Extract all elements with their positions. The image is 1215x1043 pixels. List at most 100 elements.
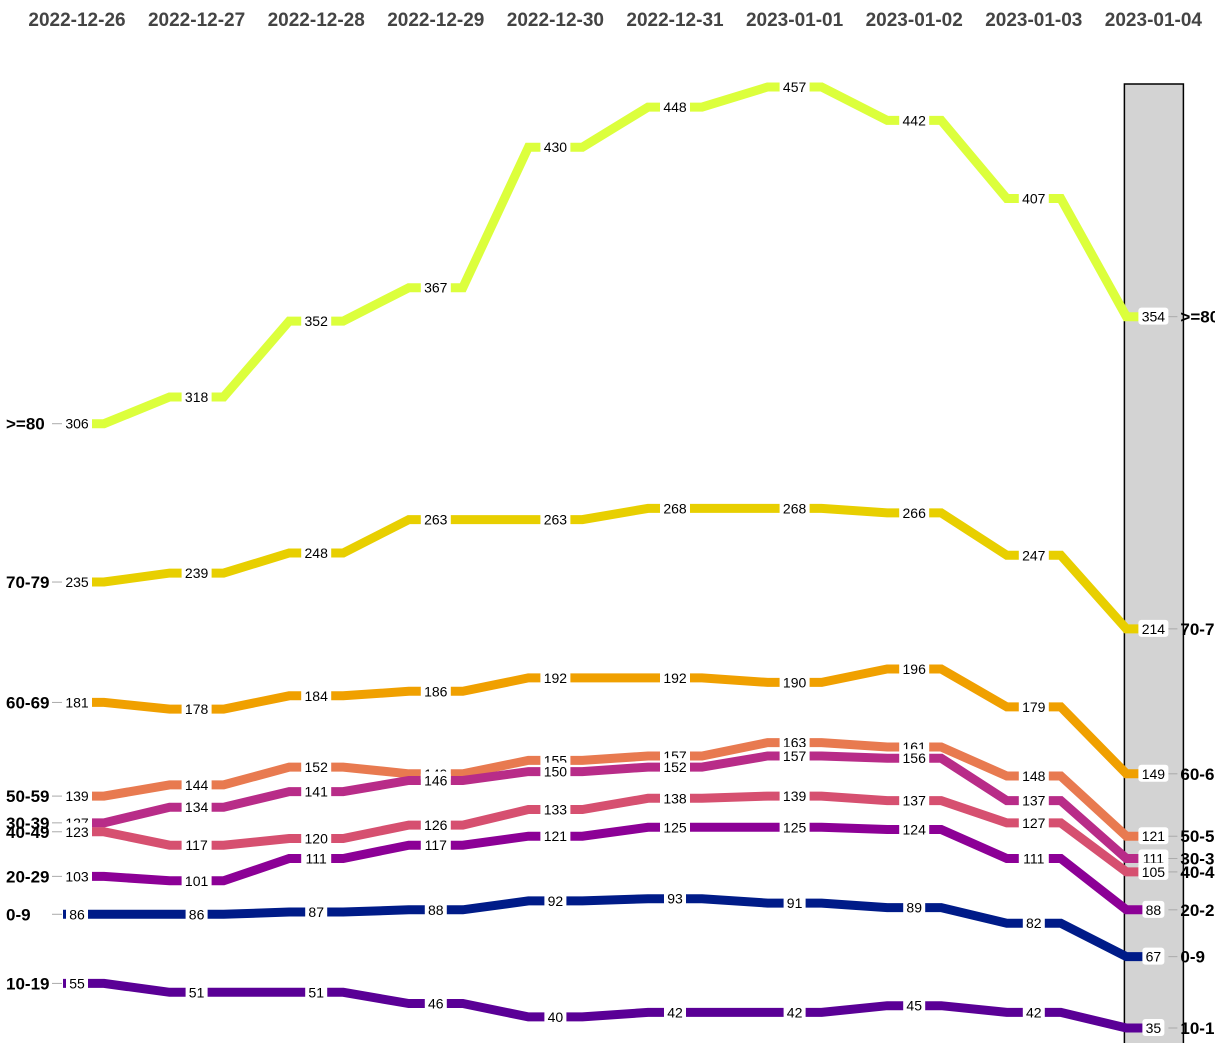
value-label-bg	[305, 903, 328, 921]
value-label: 117	[185, 837, 208, 853]
value-label-bg	[899, 659, 930, 677]
value-label-bg	[899, 111, 930, 129]
date-tick-label: 2023-01-03	[985, 10, 1082, 31]
value-label: 125	[663, 819, 687, 835]
value-label: 138	[663, 790, 687, 806]
value-label: 186	[424, 683, 448, 699]
value-label-bg	[779, 673, 810, 691]
value-label: 88	[428, 902, 444, 918]
value-label: 137	[1022, 793, 1046, 809]
value-label: 67	[1146, 949, 1162, 965]
value-label-bg	[424, 994, 447, 1012]
date-tick-label: 2022-12-30	[507, 10, 604, 31]
value-label-bg	[1142, 900, 1165, 918]
value-label-bg	[1018, 189, 1049, 207]
value-label: 93	[667, 891, 683, 907]
value-label: 45	[906, 998, 922, 1014]
value-label-bg	[783, 1003, 806, 1021]
value-label-bg	[305, 983, 328, 1001]
series-line-4049	[63, 791, 1154, 877]
value-label: 111	[306, 851, 327, 867]
value-label-bg	[660, 98, 690, 116]
value-label-bg	[420, 816, 451, 834]
value-label-bg	[181, 564, 212, 582]
value-label: 126	[424, 817, 448, 833]
date-tick-label: 2023-01-04	[1105, 10, 1203, 31]
value-label: 263	[544, 512, 568, 528]
value-label: 87	[308, 904, 324, 920]
value-label-bg	[181, 871, 212, 889]
value-label: 266	[903, 505, 927, 521]
value-labels: 306 318 352 367 430 448 457 442 407 354 235 239 248 2…	[62, 78, 1169, 1036]
date-tick-label: 2022-12-29	[387, 10, 484, 31]
value-label-bg	[62, 867, 92, 885]
value-label-bg	[899, 749, 930, 767]
series-labels: >=80 >=80 70-79 70-79 60-69 60-69 50-59 50-59 30…	[6, 308, 1215, 1038]
value-label: 139	[65, 788, 89, 804]
series-line-80	[63, 82, 1154, 429]
date-tick-label: 2022-12-28	[268, 10, 365, 31]
value-label-bg	[783, 894, 806, 912]
value-label-bg	[420, 771, 451, 789]
value-label-bg	[301, 686, 332, 704]
value-label: 144	[185, 777, 209, 793]
value-label-bg	[301, 782, 332, 800]
value-label: 156	[903, 750, 927, 766]
value-label: 163	[783, 735, 807, 751]
value-label: 248	[305, 545, 329, 561]
value-label: 268	[663, 500, 687, 516]
value-label: 105	[1142, 864, 1166, 880]
date-tick-label: 2023-01-01	[746, 10, 844, 31]
highlight-column	[1123, 83, 1185, 1043]
value-label: 42	[667, 1004, 683, 1020]
value-label: 352	[305, 313, 329, 329]
value-label-bg	[1138, 619, 1169, 637]
value-label: 235	[65, 574, 89, 590]
series-label-left: 70-79	[6, 573, 49, 592]
value-label-bg	[66, 905, 88, 923]
value-label-bg	[62, 414, 92, 432]
value-label-bg	[62, 822, 92, 840]
highlight-rect	[1123, 83, 1185, 1043]
value-label-bg	[424, 900, 447, 918]
value-label: 42	[1026, 1004, 1042, 1020]
date-tick-label: 2023-01-02	[866, 10, 963, 31]
value-label: 268	[783, 500, 807, 516]
value-label-bg	[779, 746, 810, 764]
series-label-right: 70-79	[1180, 620, 1215, 639]
value-label-bg	[540, 510, 571, 528]
value-label-bg	[1138, 764, 1169, 782]
value-label-bg	[660, 789, 690, 807]
value-label-bg	[181, 387, 212, 405]
value-label-bg	[301, 312, 332, 330]
value-label: 152	[305, 759, 329, 775]
value-label-bg	[899, 820, 930, 838]
value-label: 141	[305, 784, 329, 800]
value-label: 137	[903, 793, 927, 809]
value-label: 457	[783, 79, 807, 95]
series-line-1019	[63, 978, 1154, 1033]
series-line-2029	[63, 822, 1154, 915]
value-label: 121	[544, 828, 568, 844]
value-label-bg	[181, 798, 212, 816]
value-label-bg	[301, 758, 332, 776]
value-label-bg	[1018, 697, 1049, 715]
date-axis: 2022-12-26 2022-12-27 2022-12-28 2022-12-29…	[28, 10, 1202, 31]
value-label-bg	[1022, 1003, 1045, 1021]
series-label-right: 30-39	[1180, 850, 1215, 869]
value-label-bg	[1018, 813, 1049, 831]
value-label: 184	[305, 688, 329, 704]
value-label: 430	[544, 139, 568, 155]
value-label: 367	[424, 280, 448, 296]
value-label: 214	[1142, 621, 1166, 637]
value-label: 92	[548, 893, 564, 909]
value-label: 146	[424, 772, 448, 788]
value-label: 86	[189, 906, 205, 922]
value-label-bg	[1018, 767, 1049, 785]
date-tick-label: 2022-12-26	[28, 10, 125, 31]
value-label-bg	[544, 1007, 567, 1025]
series-label-left: 10-19	[6, 974, 49, 993]
series-line-7079	[63, 503, 1154, 634]
series-label-right: 60-69	[1180, 765, 1215, 784]
